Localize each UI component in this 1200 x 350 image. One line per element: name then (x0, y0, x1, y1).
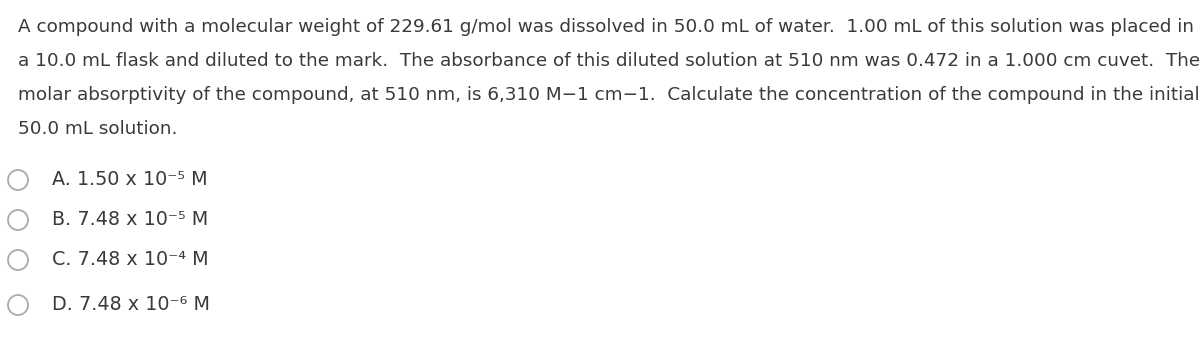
Text: B. 7.48 x 10⁻⁵ M: B. 7.48 x 10⁻⁵ M (52, 210, 209, 229)
Text: C. 7.48 x 10⁻⁴ M: C. 7.48 x 10⁻⁴ M (52, 250, 209, 269)
Text: A. 1.50 x 10⁻⁵ M: A. 1.50 x 10⁻⁵ M (52, 170, 208, 189)
Text: molar absorptivity of the compound, at 510 nm, is 6,310 M−1 cm−1.  Calculate the: molar absorptivity of the compound, at 5… (18, 86, 1200, 104)
Text: 50.0 mL solution.: 50.0 mL solution. (18, 120, 178, 138)
Text: A compound with a molecular weight of 229.61 g/mol was dissolved in 50.0 mL of w: A compound with a molecular weight of 22… (18, 18, 1194, 36)
Text: D. 7.48 x 10⁻⁶ M: D. 7.48 x 10⁻⁶ M (52, 295, 210, 314)
Text: a 10.0 mL flask and diluted to the mark.  The absorbance of this diluted solutio: a 10.0 mL flask and diluted to the mark.… (18, 52, 1200, 70)
